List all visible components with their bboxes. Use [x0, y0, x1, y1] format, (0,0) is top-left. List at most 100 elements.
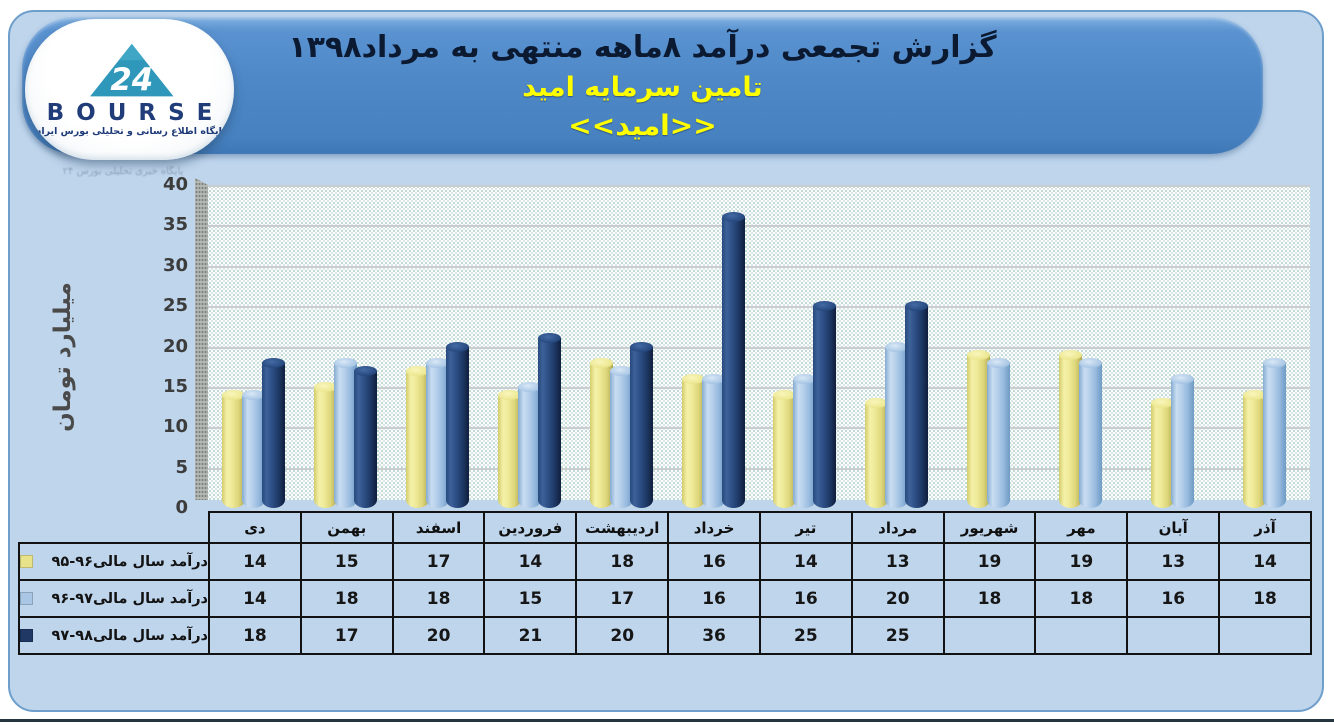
bar-group-3 — [392, 185, 484, 508]
value-cell: 21 — [483, 616, 578, 655]
value-cell: 14 — [483, 542, 578, 581]
month-header-cell: اسفند — [391, 511, 486, 544]
value-cell: 16 — [1126, 579, 1221, 618]
bar-series2-مرداد — [885, 341, 909, 508]
plot-area — [208, 185, 1310, 500]
value-cell: 18 — [208, 616, 302, 655]
bar-series3-خرداد — [721, 212, 745, 508]
bar-series3-فروردین — [537, 333, 561, 508]
value-cell — [1126, 616, 1221, 655]
logo-triangle-icon: 24 — [89, 43, 173, 98]
month-header-cell: شهریور — [942, 511, 1037, 544]
value-cell: 14 — [208, 542, 302, 581]
bottom-edge-line — [0, 719, 1334, 722]
value-cell: 13 — [1126, 542, 1221, 581]
bar-series1-تیر — [773, 389, 797, 508]
value-cell: 16 — [667, 579, 761, 618]
bar-series1-شهریور — [967, 349, 991, 508]
value-cell: 18 — [1218, 579, 1312, 618]
bar-series2-شهریور — [987, 357, 1011, 508]
value-cell: 14 — [1218, 542, 1312, 581]
legend-swatch — [21, 629, 33, 642]
value-cell: 15 — [299, 542, 394, 581]
value-cell: 20 — [391, 616, 486, 655]
value-cell: 20 — [850, 579, 945, 618]
bar-series1-آذر — [1242, 389, 1266, 508]
bar-group-12 — [1218, 185, 1310, 508]
value-cell: 16 — [667, 542, 761, 581]
legend-cell: درآمد سال مالی۹۷-۹۶ — [18, 579, 210, 618]
table-row-series3: درآمد سال مالی۹۸-۹۷ 18 17 20 21 20 36 25 25 — [18, 616, 1312, 655]
bar-series1-مهر — [1058, 349, 1082, 508]
bar-series1-اسفند — [406, 365, 430, 508]
bar-series3-دی — [262, 357, 286, 508]
y-tick-label: 0 — [175, 497, 188, 518]
legend-label: درآمد سال مالی۹۷-۹۶ — [51, 590, 208, 607]
table-row-series2: درآمد سال مالی۹۷-۹۶ 14 18 18 15 17 16 16 20 18 18 1… — [18, 579, 1312, 618]
value-cell: 17 — [391, 542, 486, 581]
company-symbol: <<امید>> — [568, 108, 717, 142]
value-cell: 18 — [942, 579, 1037, 618]
bar-series2-بهمن — [334, 357, 358, 508]
bar-series1-مرداد — [865, 398, 889, 508]
month-header-cell: اردیبهشت — [575, 511, 670, 544]
bar-group-8 — [851, 185, 943, 508]
legend-cell: درآمد سال مالی۹۶-۹۵ — [18, 542, 210, 581]
month-header-cell: بهمن — [299, 511, 394, 544]
bar-series2-اسفند — [426, 357, 450, 508]
value-cell: 25 — [758, 616, 853, 655]
value-cell: 20 — [575, 616, 670, 655]
y-axis-label: میلیارد تومان — [50, 282, 76, 432]
bar-series2-فروردین — [517, 381, 541, 508]
y-tick-label: 35 — [162, 214, 188, 236]
bar-group-9 — [943, 185, 1035, 508]
y-tick-label: 15 — [162, 375, 188, 397]
value-cell: 17 — [575, 579, 670, 618]
bar-series1-بهمن — [314, 381, 338, 508]
y-tick-label: 20 — [162, 335, 188, 357]
bar-series1-خرداد — [681, 373, 705, 508]
bar-series2-مهر — [1078, 357, 1102, 508]
value-cell: 14 — [758, 542, 853, 581]
bar-group-6 — [667, 185, 759, 508]
page-subtitle: تامین سرمایه امید — [522, 71, 763, 103]
gridline — [208, 306, 1310, 309]
bar-group-11 — [1126, 185, 1218, 508]
month-header-cell: آبان — [1126, 511, 1221, 544]
y-tick-label: 10 — [162, 416, 188, 438]
month-header-cell: آذر — [1218, 511, 1312, 544]
value-cell: 13 — [850, 542, 945, 581]
month-header-cell: مهر — [1034, 511, 1129, 544]
bar-series2-آبان — [1170, 373, 1194, 508]
bar-series2-اردیبهشت — [609, 365, 633, 508]
title-banner: گزارش تجمعی درآمد ۸ماهه منتهی به مرداد۱۳… — [22, 17, 1263, 154]
value-cell — [1218, 616, 1312, 655]
gridline — [208, 346, 1310, 349]
legend-label: درآمد سال مالی۹۸-۹۷ — [51, 627, 208, 644]
value-cell: 25 — [850, 616, 945, 655]
gridline — [208, 185, 1310, 187]
bourse24-logo: 24 BOURSE پایگاه اطلاع رسانی و تحلیلی بو… — [25, 19, 234, 160]
bar-series3-بهمن — [354, 365, 378, 508]
gridline — [208, 467, 1310, 470]
bar-series1-اردیبهشت — [589, 357, 613, 508]
y-tick-label: 5 — [175, 456, 188, 478]
bar-group-7 — [759, 185, 851, 508]
value-cell: 18 — [391, 579, 486, 618]
bar-series1-دی — [222, 389, 246, 508]
value-cell: 18 — [1034, 579, 1129, 618]
value-cell — [942, 616, 1037, 655]
bar-series1-آبان — [1150, 398, 1174, 508]
bar-series2-خرداد — [701, 373, 725, 508]
gridline — [208, 427, 1310, 430]
month-header-cell: تیر — [758, 511, 853, 544]
bar-group-1 — [208, 185, 300, 508]
value-cell: 17 — [299, 616, 394, 655]
gridline — [208, 225, 1310, 228]
data-table: دی بهمن اسفند فروردین اردیبهشت خرداد تیر مرداد ش… — [18, 511, 1312, 655]
y-tick-label: 40 — [162, 174, 188, 195]
legend-cell: درآمد سال مالی۹۸-۹۷ — [18, 616, 210, 655]
bar-group-5 — [575, 185, 667, 508]
month-header-cell: فروردین — [483, 511, 578, 544]
